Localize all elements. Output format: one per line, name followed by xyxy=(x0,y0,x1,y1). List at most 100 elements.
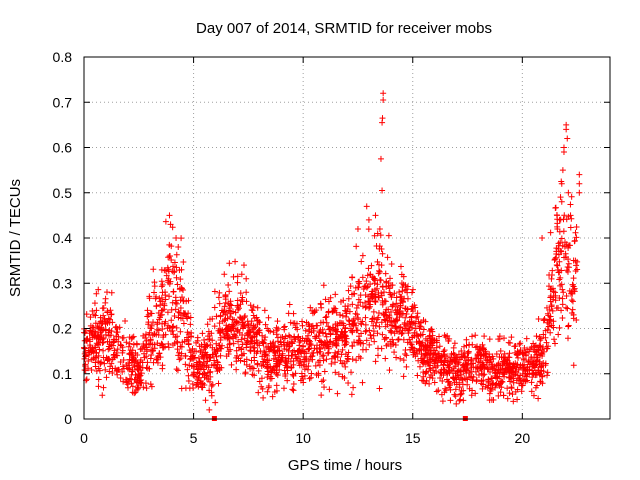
data-point xyxy=(190,363,197,370)
data-point xyxy=(495,392,502,399)
data-point xyxy=(433,388,440,395)
data-point xyxy=(150,347,157,354)
data-point xyxy=(265,314,272,321)
data-point xyxy=(513,351,520,358)
data-point xyxy=(448,350,455,357)
data-point xyxy=(165,344,172,351)
data-point xyxy=(108,311,115,318)
data-point xyxy=(274,338,281,345)
data-point xyxy=(259,338,266,345)
data-point xyxy=(424,352,431,359)
data-point xyxy=(560,216,567,223)
data-point xyxy=(543,304,550,311)
data-point xyxy=(248,334,255,341)
data-point xyxy=(457,368,464,375)
data-point xyxy=(377,277,384,284)
data-point xyxy=(334,390,341,397)
data-point xyxy=(398,297,405,304)
data-point xyxy=(532,362,539,369)
data-point xyxy=(405,327,412,334)
data-point xyxy=(273,382,280,389)
data-point xyxy=(379,187,386,194)
data-point xyxy=(463,370,470,377)
data-point xyxy=(469,333,476,340)
data-point xyxy=(474,365,481,372)
data-point xyxy=(163,272,170,279)
data-point xyxy=(441,389,448,396)
data-point xyxy=(365,226,372,233)
data-point xyxy=(559,301,566,308)
data-point xyxy=(450,374,457,381)
data-point xyxy=(290,381,297,388)
data-point xyxy=(374,345,381,352)
data-point xyxy=(391,349,398,356)
data-point xyxy=(182,353,189,360)
data-point xyxy=(379,250,386,257)
data-point xyxy=(286,301,293,308)
data-point xyxy=(515,354,522,361)
data-point xyxy=(224,344,231,351)
data-point xyxy=(397,263,404,270)
data-point xyxy=(547,293,554,300)
x-axis-label: GPS time / hours xyxy=(288,457,402,474)
data-point xyxy=(261,356,268,363)
data-point xyxy=(387,338,394,345)
data-point xyxy=(458,371,465,378)
data-point xyxy=(394,336,401,343)
data-point xyxy=(409,305,416,312)
data-point xyxy=(395,336,402,343)
data-point xyxy=(378,319,385,326)
data-point xyxy=(369,294,376,301)
data-point xyxy=(353,243,360,250)
data-point xyxy=(327,338,334,345)
data-point xyxy=(412,304,419,311)
data-point xyxy=(217,313,224,320)
data-point xyxy=(551,256,558,263)
data-point xyxy=(189,345,196,352)
data-point xyxy=(415,318,422,325)
data-point xyxy=(234,328,241,335)
data-point xyxy=(489,375,496,382)
data-point xyxy=(412,320,419,327)
data-point xyxy=(233,358,240,365)
data-point xyxy=(93,335,100,342)
data-point xyxy=(104,308,111,315)
data-point xyxy=(463,367,470,374)
data-point xyxy=(304,366,311,373)
data-point xyxy=(126,356,133,363)
data-point xyxy=(408,313,415,320)
data-point xyxy=(419,377,426,384)
data-point xyxy=(180,286,187,293)
data-point xyxy=(426,374,433,381)
data-point xyxy=(345,349,352,356)
data-point xyxy=(322,340,329,347)
data-point xyxy=(186,347,193,354)
data-point xyxy=(158,278,165,285)
data-point xyxy=(196,374,203,381)
data-point xyxy=(158,283,165,290)
data-point xyxy=(553,245,560,252)
data-point xyxy=(254,317,261,324)
y-tick-label: 0.7 xyxy=(53,94,73,110)
data-point xyxy=(146,295,153,302)
data-point xyxy=(129,334,136,341)
data-point xyxy=(491,372,498,379)
data-point xyxy=(312,362,319,369)
data-point xyxy=(334,322,341,329)
data-point xyxy=(322,330,329,337)
data-point xyxy=(254,360,261,367)
data-point xyxy=(177,328,184,335)
data-point xyxy=(314,322,321,329)
data-point xyxy=(287,319,294,326)
data-point xyxy=(472,332,479,339)
data-point xyxy=(285,347,292,354)
data-point xyxy=(429,351,436,358)
data-point xyxy=(103,289,110,296)
data-point xyxy=(445,379,452,386)
data-point xyxy=(441,351,448,358)
data-point xyxy=(389,282,396,289)
data-point xyxy=(108,328,115,335)
data-point xyxy=(570,311,577,318)
data-point xyxy=(248,357,255,364)
